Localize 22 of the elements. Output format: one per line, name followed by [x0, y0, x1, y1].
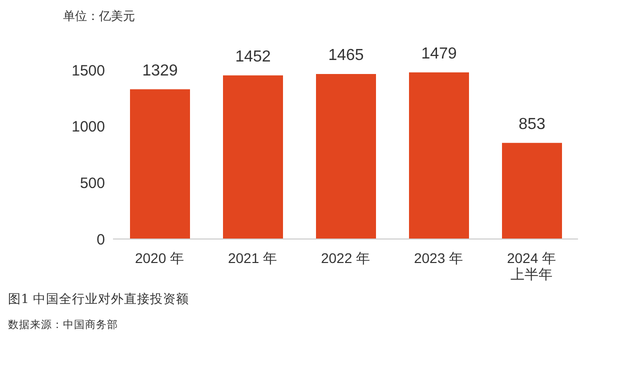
text: 图1 中国全行业对外直接投资额 [8, 291, 190, 308]
x-tick-label: 2023 年 [414, 250, 464, 266]
y-axis-title: 单位：亿美元 [63, 8, 136, 25]
y-tick-label: 500 [80, 174, 105, 192]
y-tick-label: 1000 [72, 118, 105, 136]
y-tick-label: 0 [96, 231, 105, 248]
bar [409, 72, 469, 239]
data-label: 853 [518, 116, 546, 133]
x-tick-label: 2021 年 [228, 250, 278, 266]
source-note: 数据来源：中国商务部 [8, 318, 119, 332]
data-label: 1329 [142, 62, 178, 80]
bar [130, 89, 190, 239]
bar [316, 74, 376, 239]
bar [223, 75, 283, 239]
data-label: 1465 [328, 46, 364, 64]
x-tick-label: 2022 年 [320, 250, 370, 266]
x-tick-label: 2020 年 [134, 250, 184, 266]
data-label: 1479 [421, 45, 457, 62]
data-label: 1452 [235, 48, 271, 66]
y-tick-label: 1500 [72, 62, 105, 80]
bar [502, 142, 562, 239]
x-tick-label: 2024 年上半年 [506, 250, 556, 282]
